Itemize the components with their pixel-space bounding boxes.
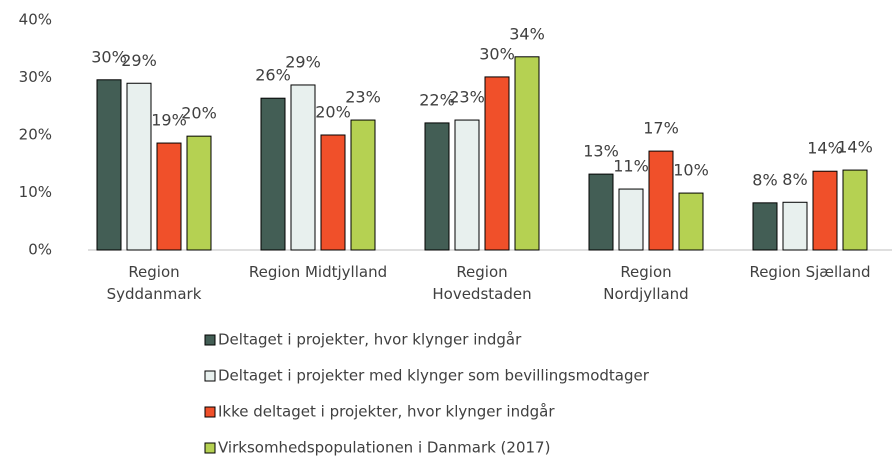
bar [320,134,346,251]
bar [588,173,614,251]
data-label: 26% [255,66,291,85]
legend-label: Deltaget i projekter med klynger som bev… [218,367,650,385]
x-tick-line: Region [456,263,507,281]
x-tick-line: Region [128,263,179,281]
y-tick-label: 10% [19,183,52,201]
x-tick-label: Region Nordjylland [603,263,688,303]
bar [96,79,122,251]
data-label: 14% [837,138,873,157]
data-label: 10% [673,161,709,180]
bar [156,142,182,251]
data-label: 20% [315,103,351,122]
bar [126,82,152,251]
legend-swatch [204,370,216,382]
bar [812,170,838,251]
legend-swatch [204,442,216,454]
bar [842,169,868,251]
data-label: 20% [181,104,217,123]
data-label: 29% [121,51,157,70]
y-tick-label: 40% [19,11,52,29]
x-tick-label: Region Hovedstaden [432,263,531,303]
data-label: 29% [285,52,321,71]
data-label: 13% [583,142,619,161]
data-label: 8% [752,170,777,189]
x-tick-line: Region Midtjylland [249,263,387,281]
x-tick-line: Syddanmark [107,285,202,303]
bar [752,202,778,251]
x-tick-label: Region Syddanmark [107,263,202,303]
bar [514,56,540,251]
data-label: 19% [151,111,187,130]
data-label: 8% [782,170,807,189]
bar [678,192,704,251]
data-label: 17% [643,119,679,138]
bar [350,119,376,251]
x-tick-label: Region Sjælland [749,263,870,281]
bar [186,135,212,251]
data-label: 30% [479,44,515,63]
bar [260,97,286,251]
bar [454,119,480,251]
x-tick-label: Region Midtjylland [249,263,387,281]
data-label: 22% [419,90,455,109]
bar [648,150,674,251]
bar [618,188,644,251]
x-tick-line: Nordjylland [603,285,688,303]
data-label: 30% [91,47,127,66]
data-label: 11% [613,157,649,176]
legend-swatch [204,406,216,418]
y-tick-label: 20% [19,126,52,144]
data-label: 34% [509,24,545,43]
x-tick-line: Region Sjælland [749,263,870,281]
bar [424,122,450,251]
y-tick-label: 30% [19,68,52,86]
bar [290,84,316,251]
legend-swatch [204,334,216,346]
data-label: 23% [449,88,485,107]
bar [484,76,510,251]
x-tick-line: Region [620,263,671,281]
data-label: 23% [345,88,381,107]
x-tick-line: Hovedstaden [432,285,531,303]
legend-label: Virksomhedspopulationen i Danmark (2017) [218,439,550,457]
bar [782,201,808,251]
legend-label: Deltaget i projekter, hvor klynger indgå… [218,331,522,349]
y-tick-label: 0% [28,241,52,259]
data-label: 14% [807,139,843,158]
legend-label: Ikke deltaget i projekter, hvor klynger … [218,403,555,421]
